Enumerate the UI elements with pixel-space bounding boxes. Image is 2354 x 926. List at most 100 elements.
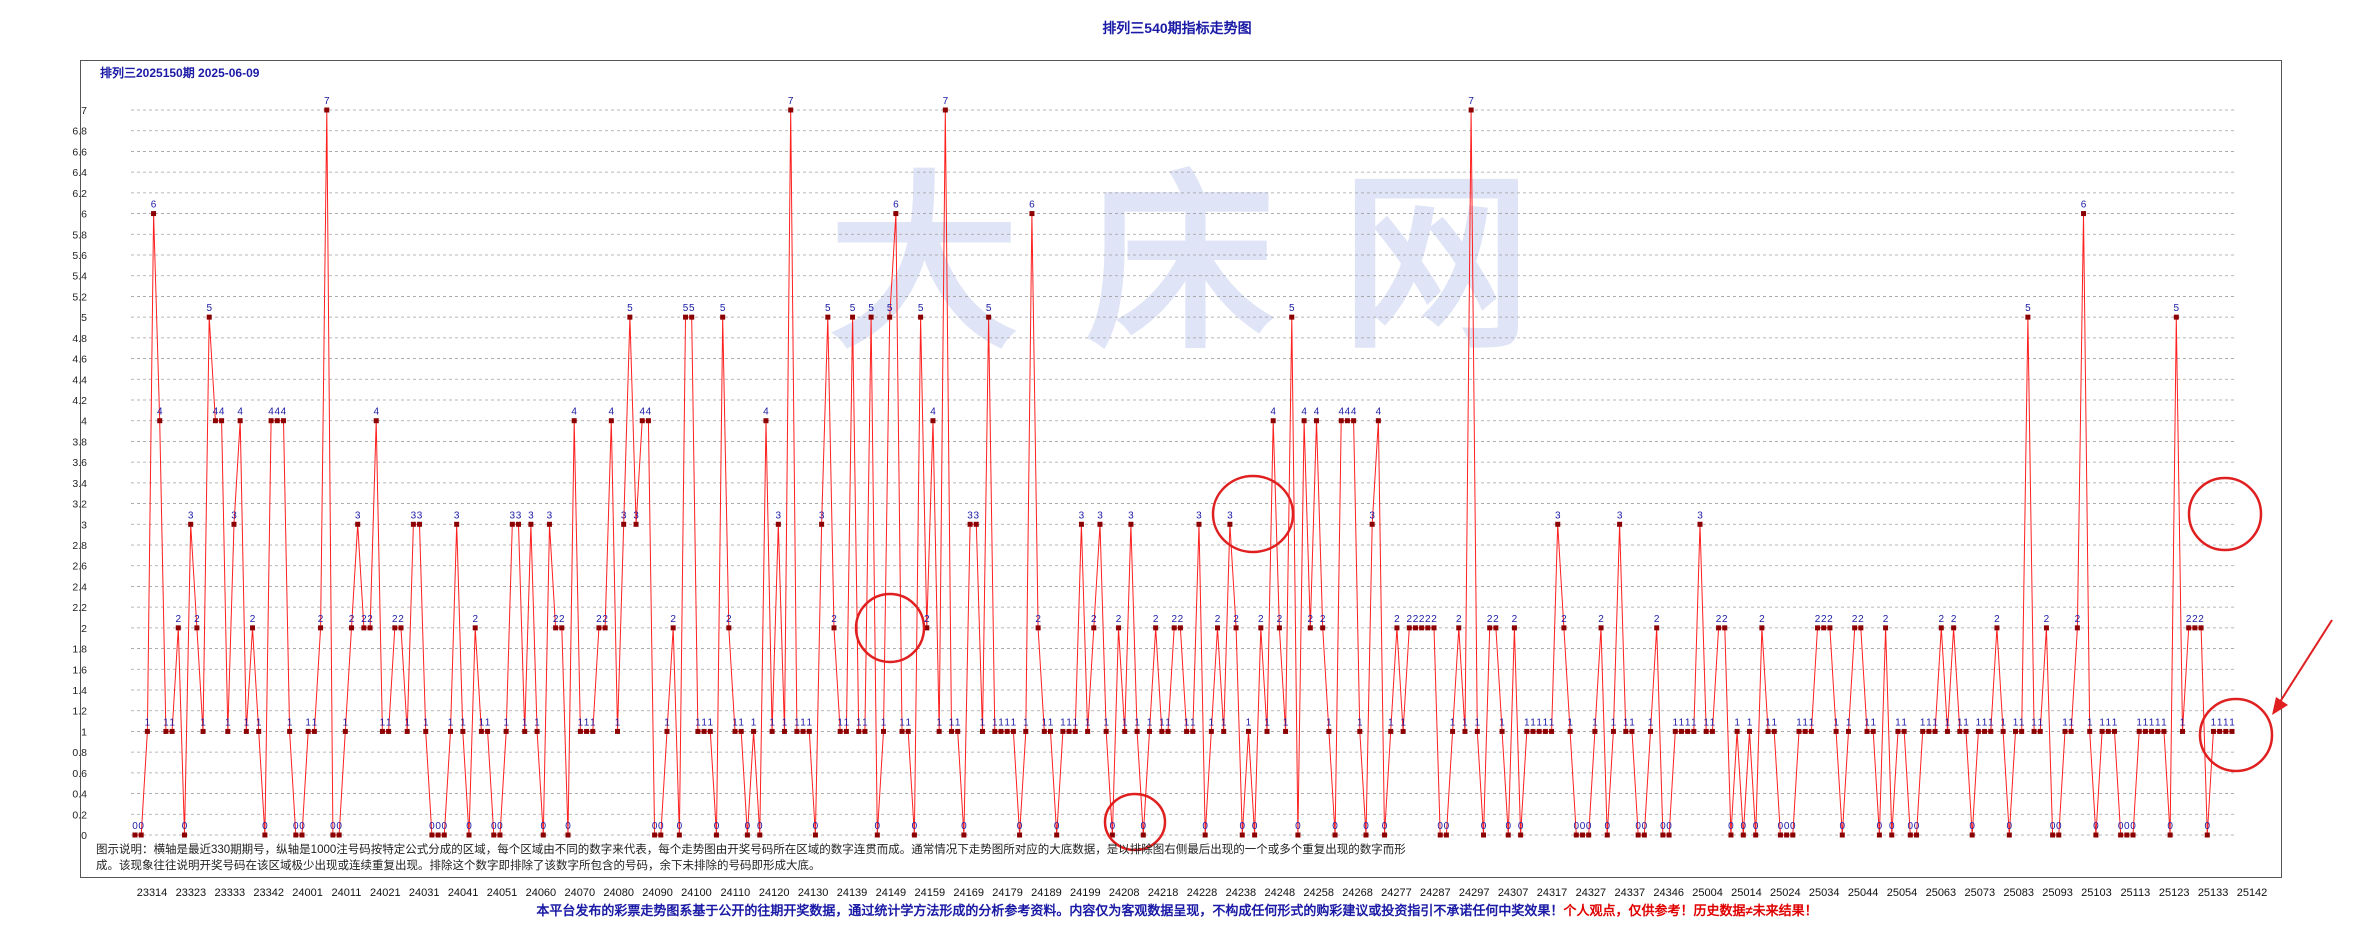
data-point bbox=[1357, 728, 1363, 734]
data-point bbox=[1635, 832, 1641, 838]
y-tick-label: 2.2 bbox=[72, 602, 87, 614]
data-point bbox=[1722, 625, 1728, 631]
data-label: 2 bbox=[194, 614, 200, 625]
data-point bbox=[806, 728, 812, 734]
data-point bbox=[1753, 832, 1759, 838]
data-point bbox=[1629, 728, 1635, 734]
data-point bbox=[1691, 728, 1697, 734]
data-label: 1 bbox=[1957, 717, 1963, 728]
data-point bbox=[491, 832, 497, 838]
data-point bbox=[1839, 832, 1845, 838]
data-point bbox=[1041, 728, 1047, 734]
data-label: 0 bbox=[1728, 821, 1734, 832]
data-label: 1 bbox=[1004, 717, 1010, 728]
data-point bbox=[1555, 521, 1561, 527]
watermark: 大 床 网 bbox=[829, 154, 1531, 375]
data-point bbox=[843, 728, 849, 734]
data-point bbox=[707, 728, 713, 734]
data-label: 2 bbox=[1419, 614, 1425, 625]
data-point bbox=[559, 625, 565, 631]
data-label: 0 bbox=[497, 821, 503, 832]
data-label: 1 bbox=[287, 717, 293, 728]
data-label: 1 bbox=[2155, 717, 2161, 728]
data-label: 5 bbox=[825, 303, 831, 314]
data-point bbox=[961, 832, 967, 838]
data-point bbox=[683, 314, 689, 320]
data-label: 1 bbox=[1623, 717, 1629, 728]
data-point bbox=[788, 107, 794, 113]
data-point bbox=[243, 728, 249, 734]
data-label: 1 bbox=[305, 717, 311, 728]
data-label: 1 bbox=[460, 717, 466, 728]
data-label: 2 bbox=[349, 614, 355, 625]
data-point bbox=[955, 728, 961, 734]
data-label: 2 bbox=[1456, 614, 1462, 625]
data-label: 5 bbox=[2025, 303, 2031, 314]
data-point bbox=[1876, 832, 1882, 838]
data-point bbox=[1394, 625, 1400, 631]
data-point bbox=[893, 211, 899, 217]
data-label: 0 bbox=[1141, 821, 1147, 832]
data-point bbox=[1072, 728, 1078, 734]
data-label: 0 bbox=[1574, 821, 1580, 832]
data-label: 0 bbox=[813, 821, 819, 832]
data-label: 1 bbox=[163, 717, 169, 728]
data-point bbox=[942, 107, 948, 113]
data-label: 1 bbox=[2000, 717, 2006, 728]
annotations bbox=[854, 474, 2333, 852]
disclaimer: 本平台发布的彩票走势图系基于公开的往期开奖数据，通过统计学方法形成的分析参考资料… bbox=[0, 900, 2354, 919]
data-label: 2 bbox=[1654, 614, 1660, 625]
data-label: 0 bbox=[1054, 821, 1060, 832]
data-label: 1 bbox=[1691, 717, 1697, 728]
x-tick-label: 24218 bbox=[1148, 887, 1179, 899]
data-label: 1 bbox=[708, 717, 714, 728]
data-point bbox=[423, 728, 429, 734]
y-tick-label: 5.6 bbox=[72, 250, 87, 262]
data-point bbox=[2031, 728, 2037, 734]
data-point bbox=[1944, 728, 1950, 734]
data-label: 3 bbox=[454, 510, 460, 521]
data-label: 0 bbox=[875, 821, 881, 832]
data-label: 3 bbox=[547, 510, 553, 521]
data-point bbox=[627, 314, 633, 320]
data-point bbox=[1982, 728, 1988, 734]
data-point bbox=[175, 625, 181, 631]
data-label: 2 bbox=[1821, 614, 1827, 625]
data-point bbox=[652, 832, 658, 838]
data-point bbox=[2006, 832, 2012, 838]
x-tick-label: 24080 bbox=[603, 887, 634, 899]
chart-title: 排列三540期指标走势图 bbox=[1102, 20, 1252, 36]
data-point bbox=[1085, 728, 1091, 734]
x-tick-label: 25054 bbox=[1887, 887, 1918, 899]
x-tick-label: 24208 bbox=[1109, 887, 1140, 899]
data-point bbox=[1184, 728, 1190, 734]
y-tick-label: 3.8 bbox=[72, 436, 87, 448]
data-point bbox=[181, 832, 187, 838]
data-point bbox=[837, 728, 843, 734]
data-label: 1 bbox=[794, 717, 800, 728]
data-label: 1 bbox=[1982, 717, 1988, 728]
data-label: 5 bbox=[206, 303, 212, 314]
description-line-1: 图示说明：横轴是最近330期期号，纵轴是1000注号码按特定公式分成的区域，每个… bbox=[96, 844, 1406, 856]
x-tick-label: 24189 bbox=[1031, 887, 1062, 899]
data-label: 1 bbox=[2062, 717, 2068, 728]
data-label: 0 bbox=[757, 821, 763, 832]
data-label: 0 bbox=[1840, 821, 1846, 832]
data-point bbox=[1289, 314, 1295, 320]
data-label: 1 bbox=[2180, 717, 2186, 728]
data-point bbox=[1320, 625, 1326, 631]
data-label: 1 bbox=[899, 717, 905, 728]
data-label: 1 bbox=[1530, 717, 1536, 728]
data-point bbox=[1307, 625, 1313, 631]
data-label: 1 bbox=[2143, 717, 2149, 728]
data-label: 4 bbox=[213, 407, 219, 418]
data-point bbox=[2161, 728, 2167, 734]
x-tick-label: 25133 bbox=[2198, 887, 2229, 899]
data-point bbox=[509, 521, 515, 527]
data-label: 1 bbox=[992, 717, 998, 728]
data-point bbox=[231, 521, 237, 527]
x-tick-label: 24100 bbox=[681, 887, 712, 899]
data-label: 3 bbox=[1227, 510, 1233, 521]
data-label: 4 bbox=[1351, 407, 1357, 418]
data-point bbox=[1549, 728, 1555, 734]
